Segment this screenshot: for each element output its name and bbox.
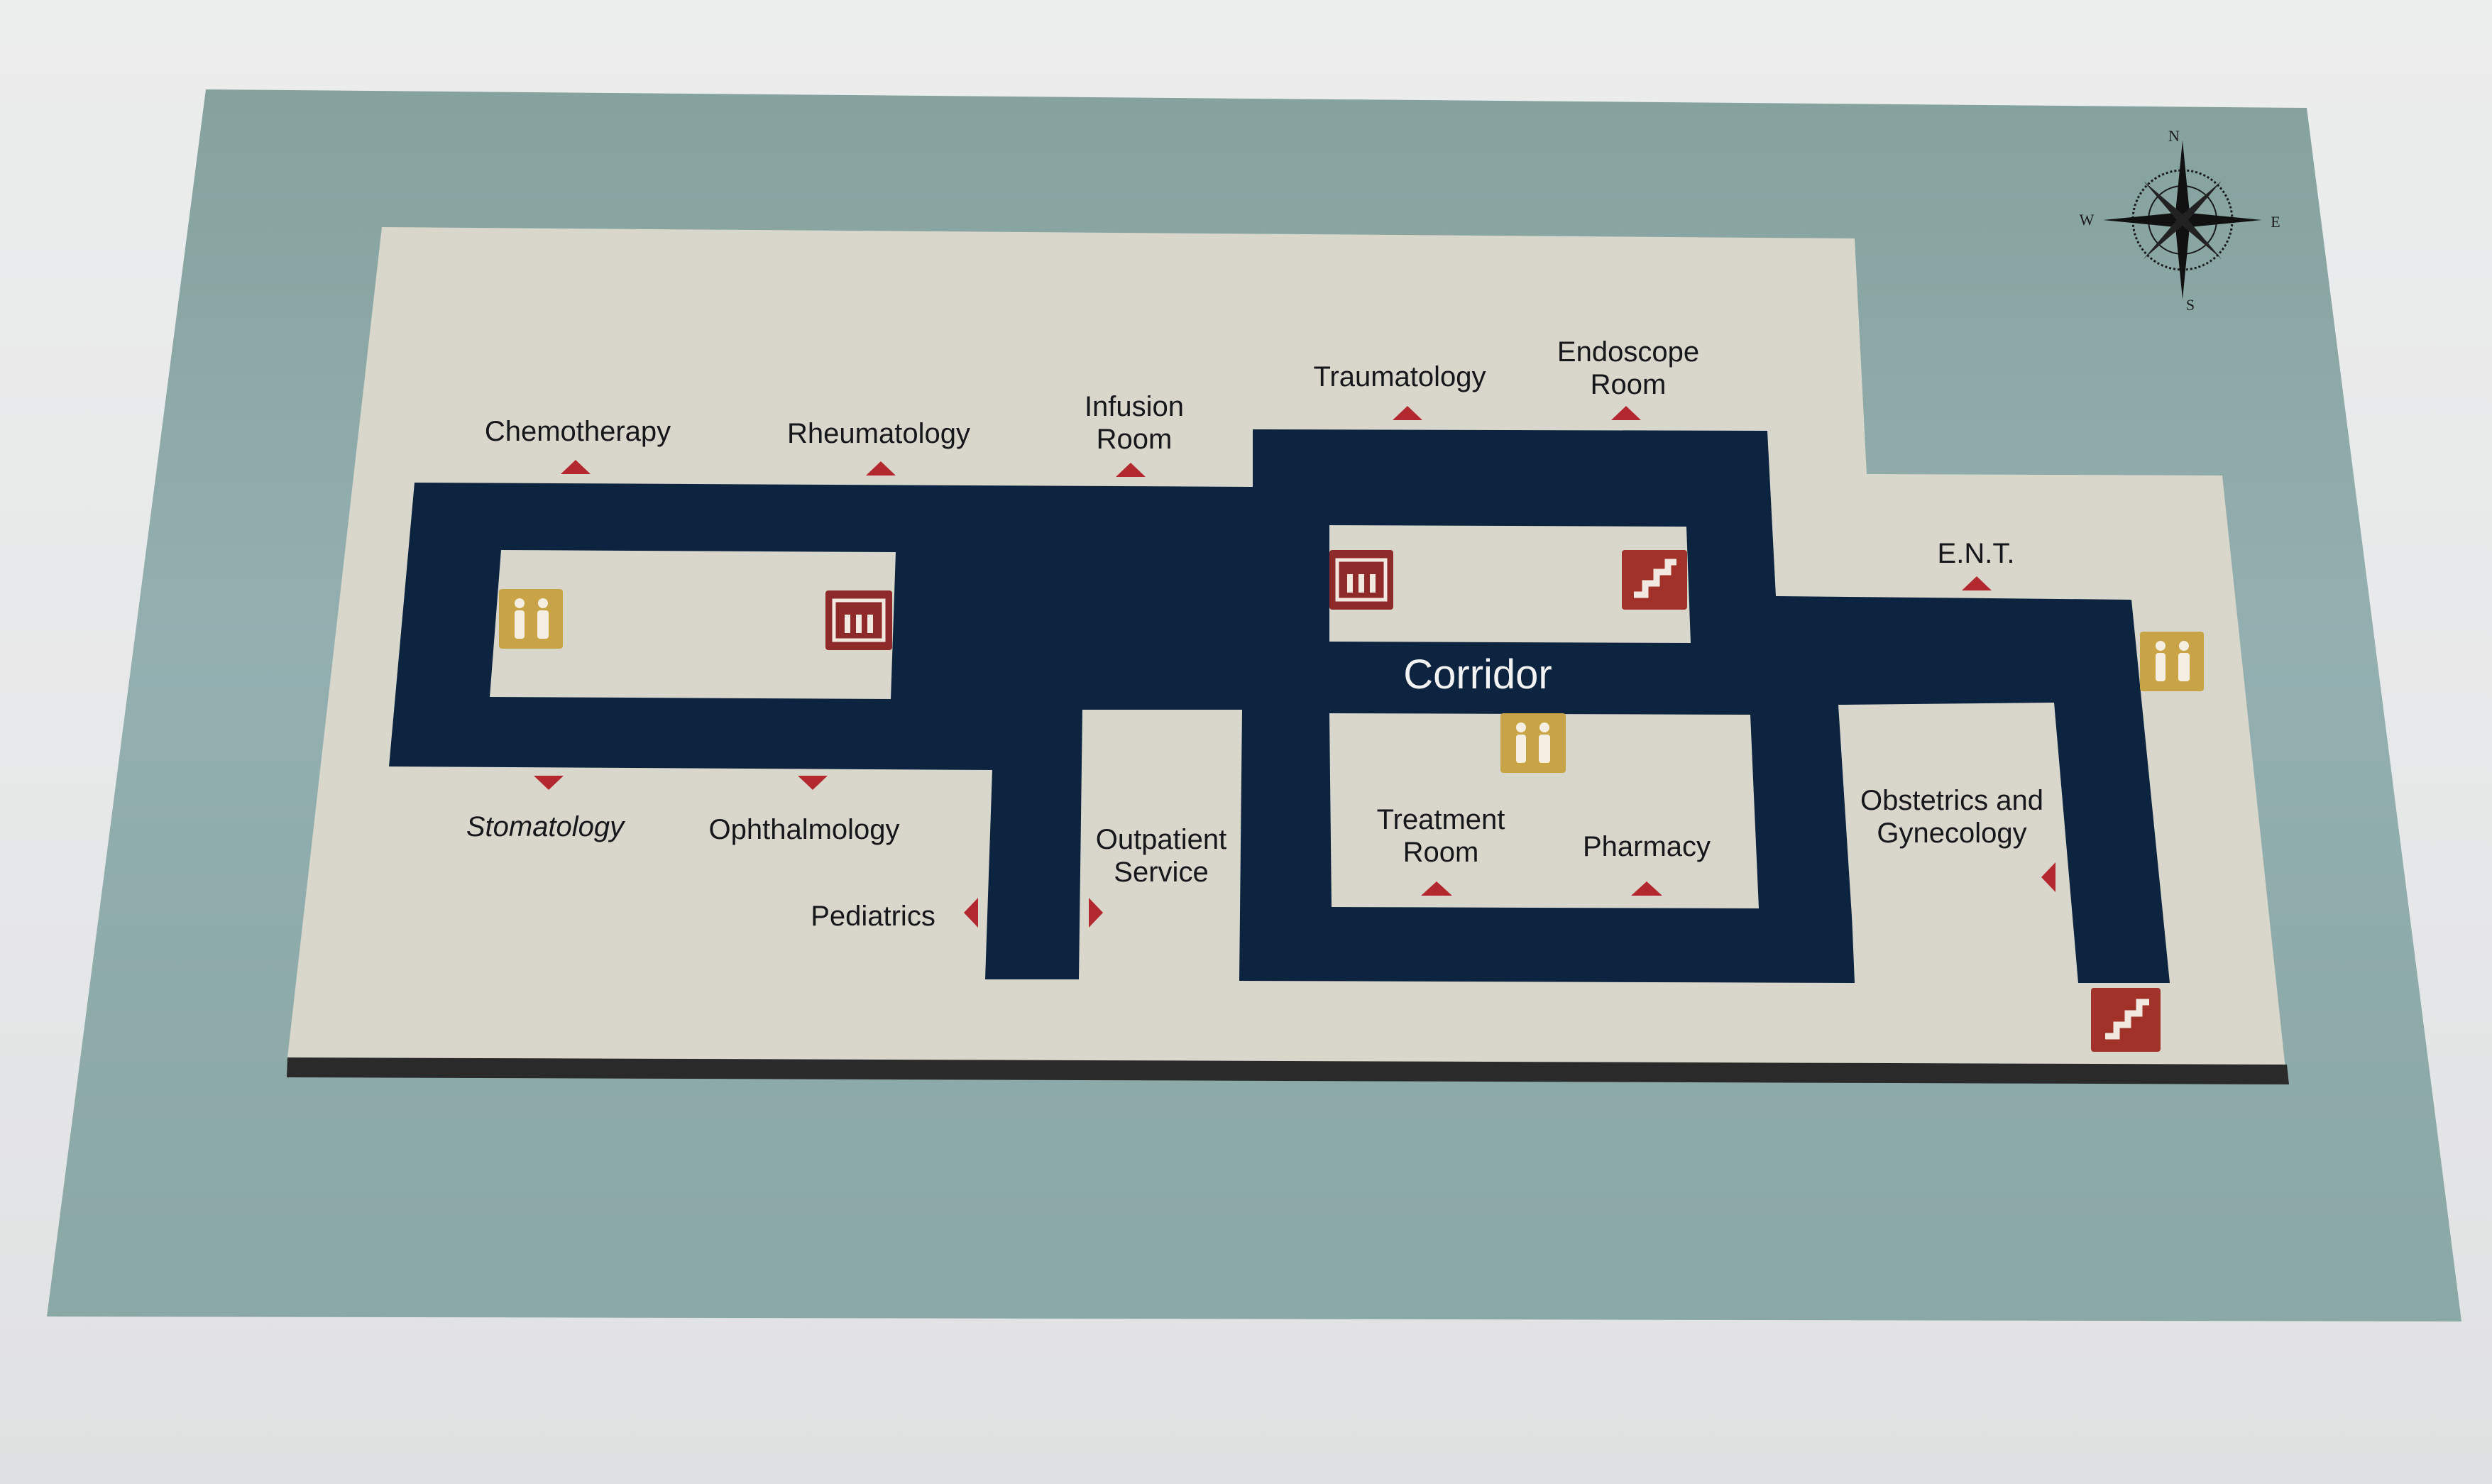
direction-arrow-icon [798,776,828,790]
dept-obstetrics-line2: Gynecology [1877,818,2027,849]
dept-infusion-room-line1: Infusion [1084,391,1185,422]
corridor-label: Corridor [1403,652,1552,698]
dept-ent: E.N.T. [1937,538,2015,569]
dept-treatment-room: Treatment Room [1377,803,1505,869]
dept-outpatient-service: Outpatient Service [1096,823,1227,889]
compass-south-label: S [2185,296,2195,314]
dept-endoscope-room-line2: Room [1590,369,1667,400]
stairs-icon [1622,550,1687,610]
dept-outpatient-service-line2: Service [1114,857,1209,888]
dept-treatment-room-line2: Room [1403,837,1479,868]
dept-ophthalmology: Ophthalmology [708,814,900,845]
dept-stomatology: Stomatology [466,811,625,842]
dept-obstetrics-gynecology: Obstetrics and Gynecology [1860,784,2043,850]
direction-arrow-icon [561,460,591,474]
block-east [1838,705,2073,983]
dept-endoscope-room: Endoscope Room [1557,336,1699,401]
dept-pediatrics: Pediatrics [811,901,935,932]
dept-traumatology: Traumatology [1313,361,1486,392]
compass-east-label: E [2271,213,2280,231]
dept-infusion-room-line2: Room [1096,424,1173,455]
direction-arrow-icon [964,898,978,928]
direction-arrow-icon [866,461,896,476]
dept-treatment-room-line1: Treatment [1376,804,1505,835]
direction-arrow-icon [1393,406,1422,420]
direction-arrow-icon [1116,463,1146,477]
direction-arrow-icon [1421,881,1452,896]
dept-endoscope-room-line1: Endoscope [1557,336,1700,368]
direction-arrow-icon [1962,576,1992,590]
floor-edge [287,1057,2289,1084]
direction-arrow-icon [1611,406,1641,420]
compass-north-label: N [2168,127,2180,145]
compass-rose-icon [2103,141,2262,299]
elevator-icon [1329,550,1393,610]
direction-arrow-icon [1631,881,1662,896]
direction-arrow-icon [2041,862,2055,892]
block-center [1329,713,1759,908]
stairs-icon [2091,988,2161,1052]
restroom-icon [1500,713,1566,773]
dept-chemotherapy: Chemotherapy [484,416,671,447]
direction-arrow-icon [534,776,564,790]
elevator-icon [825,590,892,650]
direction-arrows [534,406,2055,928]
dept-rheumatology: Rheumatology [787,418,970,449]
block-west [490,550,896,699]
dept-obstetrics-line1: Obstetrics and [1860,785,2043,816]
restroom-icon [499,589,563,649]
dept-outpatient-service-line1: Outpatient [1095,824,1227,855]
compass-west-label: W [2079,211,2095,229]
direction-arrow-icon [1089,898,1103,928]
dept-pharmacy: Pharmacy [1582,831,1711,862]
dept-infusion-room: Infusion Room [1085,390,1184,456]
restroom-icon [2140,632,2204,691]
block-north-center [1329,525,1691,643]
